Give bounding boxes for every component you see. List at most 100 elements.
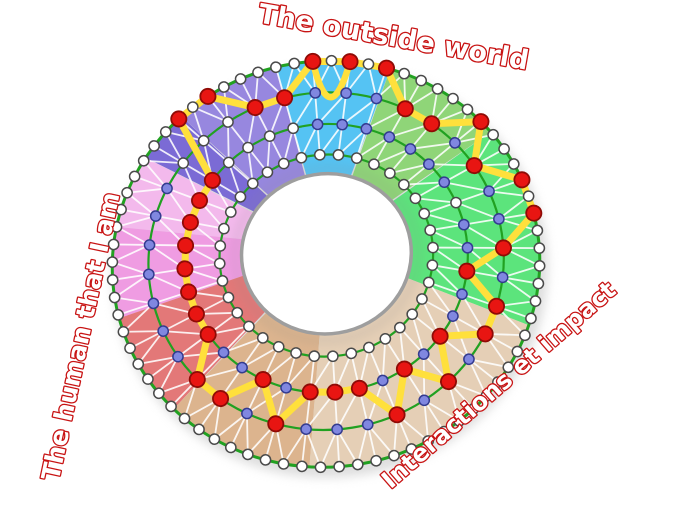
node-outer-13[interactable] (507, 158, 520, 170)
node-outer-59[interactable] (121, 186, 133, 199)
node-outer-32[interactable] (405, 443, 418, 455)
node-outer-47[interactable] (153, 387, 165, 400)
node-outer-26[interactable] (492, 376, 504, 388)
node-ring4-spoke25[interactable] (222, 291, 235, 304)
node-outer-48[interactable] (142, 373, 154, 385)
profile-node-spoke1[interactable] (341, 53, 359, 71)
node-outer-67[interactable] (218, 81, 230, 93)
node-outer-65[interactable] (186, 101, 199, 113)
node-outer-56[interactable] (107, 238, 120, 251)
node-ring4-spoke30[interactable] (224, 206, 237, 218)
node-outer-21[interactable] (529, 295, 542, 307)
node-outer-27[interactable] (480, 390, 493, 402)
node-ring2-spoke10[interactable] (496, 271, 509, 284)
profile-node-spoke10[interactable] (458, 262, 476, 280)
node-ring4-spoke7[interactable] (418, 207, 431, 220)
profile-node-spoke28[interactable] (177, 236, 195, 254)
node-ring3-spoke4[interactable] (404, 143, 417, 155)
node-outer-55[interactable] (106, 256, 119, 268)
node-outer-11[interactable] (487, 128, 499, 141)
node-ring3-spoke3[interactable] (383, 131, 396, 143)
node-outer-28[interactable] (467, 403, 480, 415)
node-ring3-spoke22[interactable] (236, 361, 248, 374)
node-ring2-spoke2[interactable] (370, 92, 383, 105)
node-outer-29[interactable] (453, 415, 466, 427)
node-ring4-spoke27[interactable] (213, 257, 226, 270)
node-ring4-spoke26[interactable] (216, 275, 229, 287)
node-ring3-spoke1[interactable] (336, 118, 349, 131)
node-ring4-spoke23[interactable] (243, 320, 255, 333)
profile-node-spoke24[interactable] (199, 325, 217, 343)
node-ring3-spoke6[interactable] (438, 176, 451, 189)
node-outer-39[interactable] (277, 458, 290, 470)
profile-node-spoke31[interactable] (203, 171, 221, 189)
node-outer-71[interactable] (288, 57, 301, 70)
node-ring3-spoke14[interactable] (417, 348, 430, 360)
profile-node-spoke16[interactable] (388, 406, 406, 424)
node-outer-57[interactable] (110, 221, 123, 233)
profile-node-spoke11[interactable] (488, 297, 506, 315)
node-ring3-spoke9[interactable] (461, 241, 474, 254)
profile-node-spoke27[interactable] (176, 260, 194, 278)
profile-node-spoke9[interactable] (494, 239, 512, 257)
node-outer-35[interactable] (351, 458, 364, 471)
node-outer-43[interactable] (208, 433, 221, 445)
profile-node-spoke0[interactable] (304, 52, 322, 70)
profile-node-spoke19[interactable] (301, 383, 319, 401)
node-ring4-spoke35[interactable] (295, 151, 308, 164)
node-outer-45[interactable] (178, 412, 191, 425)
node-ring4-spoke33[interactable] (261, 166, 274, 179)
node-ring2-spoke29[interactable] (149, 210, 162, 222)
node-outer-3[interactable] (362, 58, 375, 70)
node-ring4-spoke0[interactable] (313, 148, 326, 161)
node-ring2-spoke24[interactable] (172, 350, 184, 363)
profile-node-spoke35[interactable] (276, 89, 294, 107)
node-outer-54[interactable] (106, 274, 119, 286)
node-ring2-spoke0[interactable] (309, 87, 322, 99)
node-outer-40[interactable] (259, 454, 272, 466)
node-ring4-spoke1[interactable] (332, 149, 345, 161)
profile-node-spoke20[interactable] (267, 415, 285, 433)
node-ring4-spoke17[interactable] (345, 347, 358, 360)
profile-node-spoke7[interactable] (513, 171, 531, 189)
profile-node-spoke13[interactable] (431, 327, 449, 345)
node-outer-19[interactable] (533, 260, 546, 272)
node-ring3-spoke32[interactable] (222, 156, 235, 169)
node-ring4-spoke3[interactable] (368, 158, 380, 171)
node-outer-20[interactable] (532, 277, 545, 290)
node-ring4-spoke21[interactable] (272, 340, 285, 353)
node-ring2-spoke19[interactable] (300, 423, 312, 435)
node-outer-8[interactable] (447, 92, 459, 105)
node-ring4-spoke11[interactable] (422, 276, 435, 289)
profile-node-spoke30[interactable] (191, 192, 209, 210)
node-ring2-spoke1[interactable] (340, 87, 352, 99)
node-ring2-spoke28[interactable] (143, 239, 156, 251)
node-ring2-spoke25[interactable] (157, 325, 170, 337)
node-outer-50[interactable] (124, 342, 136, 355)
profile-node-spoke2[interactable] (378, 59, 396, 77)
node-ring2-spoke27[interactable] (142, 268, 155, 281)
node-outer-1[interactable] (325, 54, 338, 67)
node-outer-18[interactable] (533, 242, 546, 254)
node-outer-69[interactable] (252, 66, 264, 79)
node-ring2-spoke5[interactable] (449, 136, 461, 149)
node-ring3-spoke8[interactable] (457, 218, 470, 231)
node-ring2-spoke18[interactable] (331, 423, 343, 436)
node-outer-42[interactable] (224, 441, 237, 454)
node-outer-68[interactable] (234, 73, 247, 85)
node-ring2-spoke33[interactable] (222, 116, 234, 128)
profile-node-spoke32[interactable] (170, 110, 188, 128)
node-ring4-spoke9[interactable] (427, 241, 439, 254)
node-ring4-spoke24[interactable] (231, 306, 244, 319)
node-outer-52[interactable] (112, 308, 125, 321)
node-ring4-spoke14[interactable] (394, 321, 406, 334)
node-ring2-spoke15[interactable] (418, 394, 431, 407)
node-outer-30[interactable] (438, 425, 450, 438)
node-ring3-spoke0[interactable] (311, 118, 324, 131)
node-outer-17[interactable] (531, 224, 544, 237)
node-ring3-spoke23[interactable] (217, 346, 230, 359)
node-ring3-spoke5[interactable] (423, 158, 435, 171)
node-ring2-spoke8[interactable] (493, 213, 505, 225)
node-ring2-spoke21[interactable] (241, 407, 253, 420)
profile-node-spoke14[interactable] (440, 373, 458, 391)
